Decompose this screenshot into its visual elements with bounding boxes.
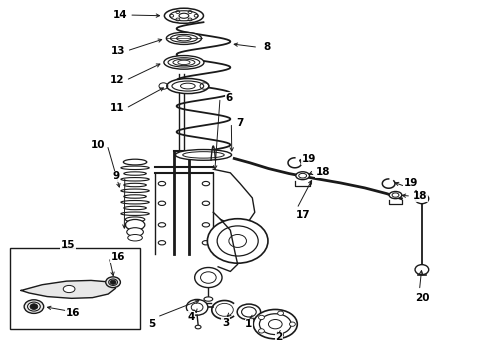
- Circle shape: [259, 315, 265, 320]
- Polygon shape: [21, 280, 116, 298]
- Ellipse shape: [296, 172, 310, 180]
- Ellipse shape: [204, 297, 213, 301]
- Ellipse shape: [127, 228, 144, 236]
- Circle shape: [229, 234, 246, 247]
- Text: 1: 1: [245, 319, 252, 329]
- Text: 12: 12: [110, 75, 124, 85]
- Circle shape: [207, 219, 268, 263]
- Circle shape: [30, 304, 38, 310]
- Text: 7: 7: [237, 118, 244, 128]
- Ellipse shape: [389, 192, 402, 199]
- Text: 18: 18: [316, 167, 330, 177]
- Ellipse shape: [124, 183, 147, 187]
- Circle shape: [290, 322, 295, 326]
- Text: 16: 16: [66, 309, 80, 318]
- Ellipse shape: [106, 277, 121, 288]
- Circle shape: [278, 311, 284, 315]
- Text: 13: 13: [111, 46, 125, 56]
- Text: 14: 14: [113, 10, 128, 20]
- Ellipse shape: [24, 300, 44, 314]
- Circle shape: [415, 194, 429, 204]
- Ellipse shape: [237, 304, 261, 320]
- Circle shape: [191, 303, 203, 312]
- Ellipse shape: [109, 279, 118, 285]
- Circle shape: [186, 300, 208, 315]
- Ellipse shape: [121, 189, 149, 193]
- Text: 18: 18: [413, 191, 427, 201]
- Ellipse shape: [164, 55, 204, 69]
- Ellipse shape: [168, 58, 200, 67]
- Ellipse shape: [183, 152, 224, 158]
- Text: 4: 4: [188, 312, 195, 322]
- Ellipse shape: [171, 35, 197, 42]
- Ellipse shape: [164, 8, 203, 23]
- Ellipse shape: [63, 285, 75, 293]
- Ellipse shape: [124, 195, 147, 198]
- Ellipse shape: [125, 217, 145, 222]
- Ellipse shape: [121, 201, 149, 204]
- Ellipse shape: [125, 220, 145, 230]
- Circle shape: [278, 333, 284, 337]
- FancyBboxPatch shape: [10, 248, 140, 329]
- Ellipse shape: [124, 206, 147, 210]
- Text: 11: 11: [110, 103, 124, 113]
- Ellipse shape: [128, 234, 143, 241]
- Circle shape: [110, 280, 116, 284]
- Ellipse shape: [123, 159, 147, 165]
- Circle shape: [217, 226, 258, 256]
- Circle shape: [259, 329, 265, 333]
- Text: 16: 16: [111, 252, 125, 262]
- Ellipse shape: [195, 325, 201, 329]
- Text: 5: 5: [148, 319, 156, 329]
- Text: 9: 9: [112, 171, 120, 181]
- Ellipse shape: [172, 81, 204, 91]
- Ellipse shape: [121, 212, 149, 215]
- Text: 19: 19: [301, 154, 316, 164]
- Text: 20: 20: [415, 293, 429, 303]
- Ellipse shape: [121, 166, 149, 170]
- Ellipse shape: [175, 149, 232, 160]
- Circle shape: [200, 272, 216, 283]
- Text: 10: 10: [91, 140, 106, 150]
- Text: 19: 19: [404, 178, 418, 188]
- Text: 2: 2: [275, 332, 283, 342]
- Circle shape: [415, 265, 429, 275]
- Ellipse shape: [269, 319, 282, 329]
- Ellipse shape: [167, 78, 209, 94]
- Ellipse shape: [170, 11, 198, 21]
- Circle shape: [195, 267, 222, 288]
- Text: 17: 17: [295, 210, 310, 220]
- Ellipse shape: [259, 314, 291, 334]
- Text: 3: 3: [222, 318, 229, 328]
- Ellipse shape: [27, 302, 40, 311]
- Ellipse shape: [166, 32, 201, 44]
- Text: 8: 8: [263, 42, 270, 52]
- Ellipse shape: [121, 177, 149, 181]
- Ellipse shape: [124, 172, 147, 175]
- Text: 6: 6: [225, 93, 232, 103]
- Ellipse shape: [173, 59, 195, 66]
- Ellipse shape: [242, 307, 256, 317]
- Ellipse shape: [253, 310, 297, 339]
- Text: 15: 15: [61, 240, 75, 250]
